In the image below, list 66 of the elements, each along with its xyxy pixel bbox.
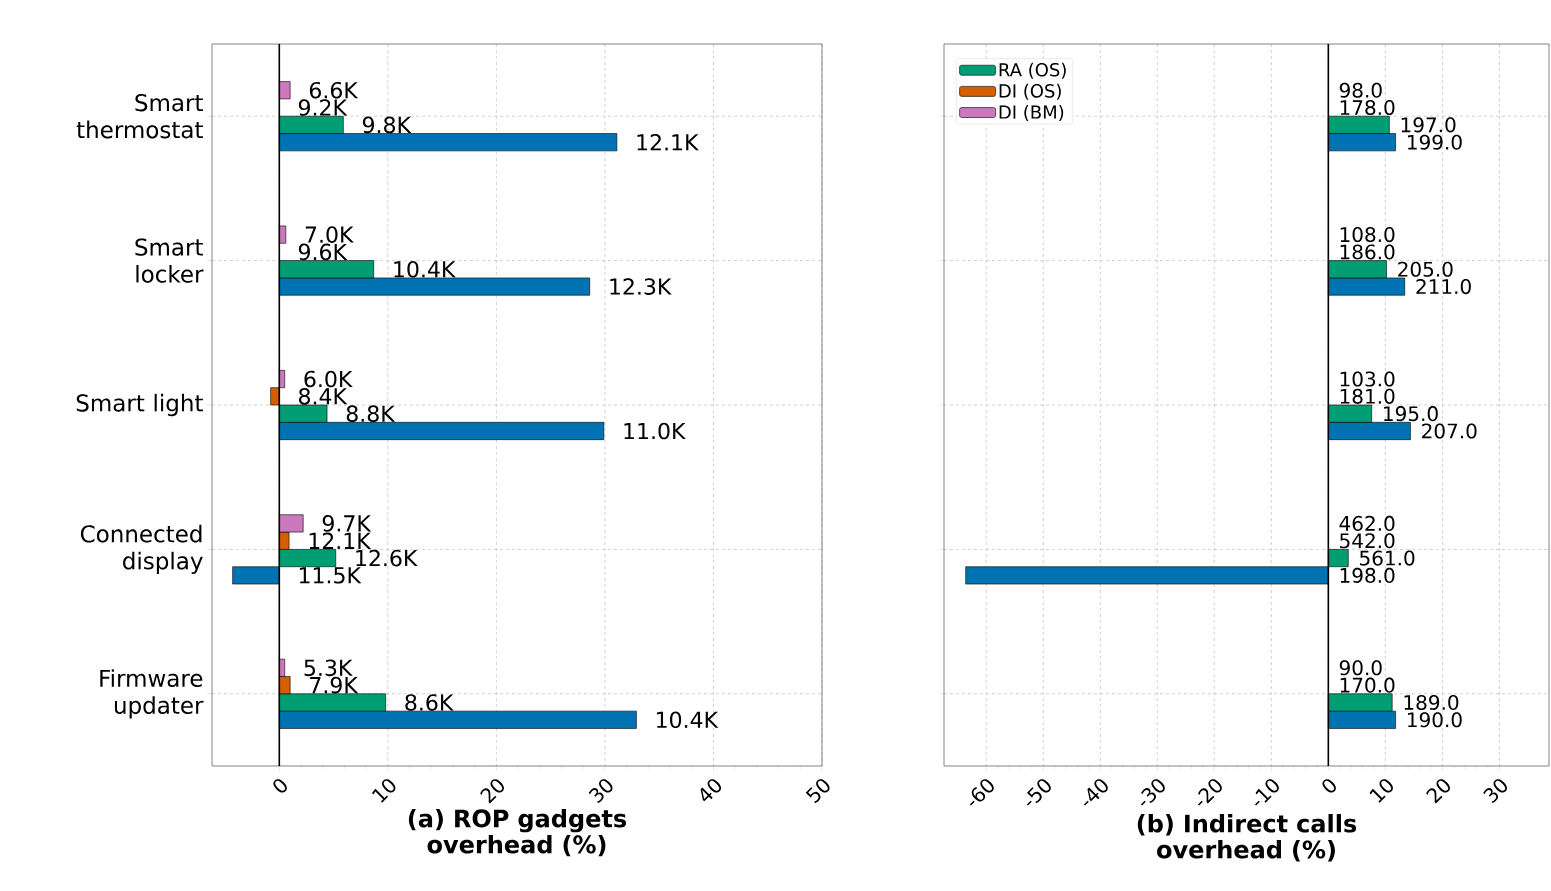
x-axis-title: (b) Indirect calls overhead (%) xyxy=(1137,814,1357,862)
annotation: 108.0 xyxy=(1340,227,1395,243)
y-tick-label: Smart light xyxy=(76,393,203,417)
annotation: 198.0 xyxy=(1340,567,1395,583)
x-tick-label: -20 xyxy=(1197,779,1222,806)
x-tick-label: -30 xyxy=(1140,779,1165,806)
annotation: 90.0 xyxy=(1339,660,1382,676)
annotation: 10.4K xyxy=(394,260,456,278)
annotation: 186.0 xyxy=(1340,244,1395,260)
annotation: 12.3K xyxy=(610,278,672,295)
y-tick-label: Smart thermostat xyxy=(76,94,203,139)
x-tick-label: 10 xyxy=(1369,779,1393,803)
x-tick-label: 10 xyxy=(372,779,396,803)
annotation: 12.1K xyxy=(309,532,372,549)
annotation: 12.1K xyxy=(637,134,699,151)
annotation: 211.0 xyxy=(1416,279,1471,295)
y-tick-label: Connected display xyxy=(80,524,203,575)
annotation: 6.0K xyxy=(304,370,353,388)
annotation: 207.0 xyxy=(1422,423,1477,439)
annotation: 8.8K xyxy=(346,405,396,422)
x-tick-label: 50 xyxy=(805,779,830,804)
annotation: 12.6K xyxy=(356,549,418,567)
annotation: 98.0 xyxy=(1339,82,1382,98)
x-tick-label: 0 xyxy=(273,779,287,793)
annotation: 9.8K xyxy=(362,116,412,134)
annotation: 6.6K xyxy=(309,81,359,99)
annotation: 7.9K xyxy=(310,676,359,694)
annotation: 195.0 xyxy=(1384,406,1438,422)
annotation: 9.7K xyxy=(322,515,372,532)
y-tick-label: Smart locker xyxy=(135,238,204,283)
legend-label: DI (OS) xyxy=(999,83,1061,100)
annotation: 9.2K xyxy=(298,99,348,116)
x-tick-label: 0 xyxy=(1322,779,1336,793)
annotation: 8.4K xyxy=(298,388,348,405)
x-tick-label: -60 xyxy=(969,779,994,806)
annotation: 181.0 xyxy=(1340,388,1395,404)
annotation: 11.5K xyxy=(299,567,362,584)
x-tick-label: 40 xyxy=(700,779,722,802)
annotation: 178.0 xyxy=(1340,99,1395,116)
annotation: 189.0 xyxy=(1404,694,1459,711)
x-axis-title: (a) ROP gadgets overhead (%) xyxy=(408,808,627,857)
annotation: 197.0 xyxy=(1401,117,1456,133)
annotation: 7.0K xyxy=(305,226,354,243)
x-tick-label: 20 xyxy=(1426,779,1450,804)
x-tick-label: -10 xyxy=(1254,779,1279,806)
annotation: 542.0 xyxy=(1340,533,1395,549)
annotation: 103.0 xyxy=(1340,371,1395,387)
annotation: 205.0 xyxy=(1398,261,1453,277)
annotation: 9.6K xyxy=(298,243,348,261)
annotation: 10.4K xyxy=(657,711,719,729)
annotation: 462.0 xyxy=(1339,515,1395,531)
x-tick-label: 20 xyxy=(480,779,504,804)
annotation: 8.6K xyxy=(405,694,454,711)
y-tick-label: Firmware updater xyxy=(100,669,204,719)
legend-label: RA (OS) xyxy=(999,62,1066,79)
annotation: 11.0K xyxy=(624,422,686,440)
annotation: 170.0 xyxy=(1340,677,1395,693)
annotation: 199.0 xyxy=(1408,134,1462,150)
annotation: 5.3K xyxy=(304,659,353,677)
x-tick-label: 30 xyxy=(588,779,613,804)
annotation: 190.0 xyxy=(1408,712,1462,728)
annotation: 561.0 xyxy=(1360,550,1415,566)
legend-label: DI (BM) xyxy=(999,104,1064,121)
x-tick-label: -50 xyxy=(1026,779,1051,806)
x-tick-label: -40 xyxy=(1083,779,1108,806)
x-tick-label: 30 xyxy=(1483,779,1507,804)
